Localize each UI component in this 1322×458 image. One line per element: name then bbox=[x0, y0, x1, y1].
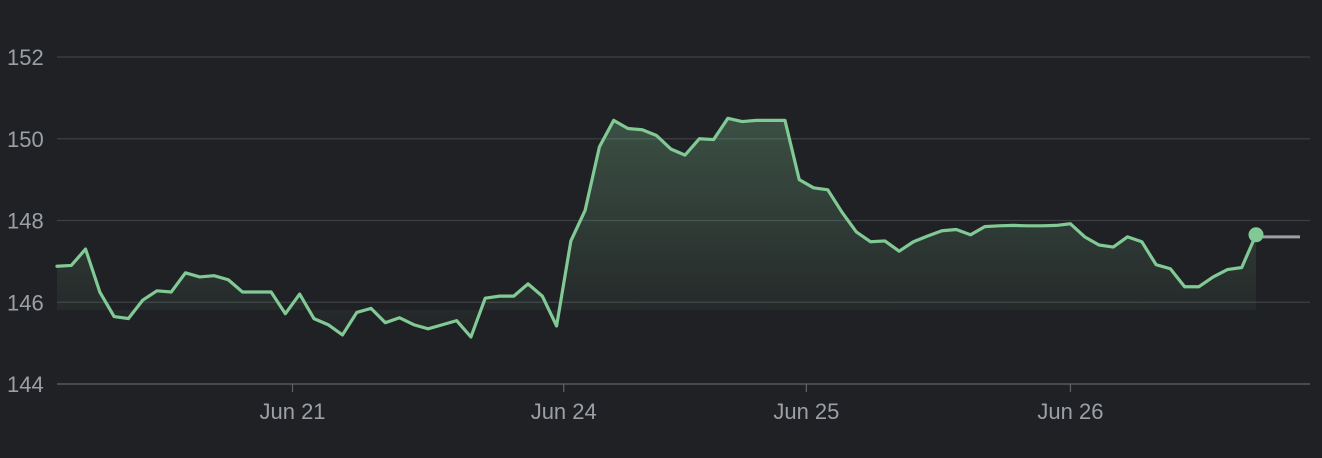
y-tick-label: 146 bbox=[7, 290, 44, 315]
area-fill bbox=[57, 118, 1256, 337]
y-tick-label: 148 bbox=[7, 209, 44, 234]
y-tick-label: 152 bbox=[7, 45, 44, 70]
x-tick-label: Jun 21 bbox=[259, 399, 325, 424]
x-tick-label: Jun 24 bbox=[531, 399, 597, 424]
y-axis: 144 146 148 150 152 bbox=[7, 45, 44, 397]
price-line bbox=[55, 116, 1258, 339]
current-point-marker bbox=[1248, 227, 1264, 243]
y-tick-label: 144 bbox=[7, 372, 44, 397]
x-tick-label: Jun 26 bbox=[1037, 399, 1103, 424]
x-tick-label: Jun 25 bbox=[773, 399, 839, 424]
plot-area bbox=[55, 116, 1300, 339]
y-tick-label: 150 bbox=[7, 127, 44, 152]
x-axis: Jun 21 Jun 24 Jun 25 Jun 26 bbox=[259, 384, 1103, 424]
